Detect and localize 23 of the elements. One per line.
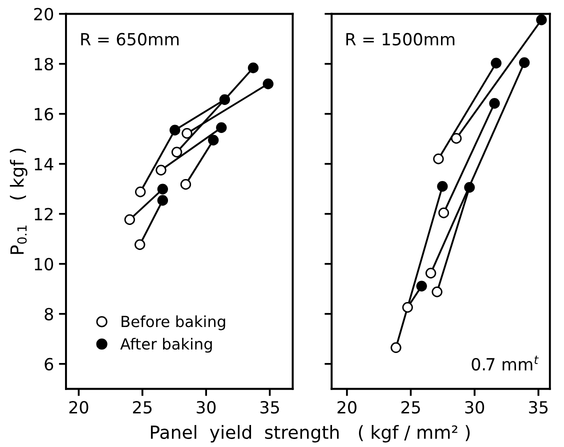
- y-tick-label: 16: [34, 108, 54, 120]
- y-tick-label: 6: [44, 358, 54, 370]
- y-tick-label: 14: [34, 158, 54, 170]
- x-tick-label: 20: [69, 400, 88, 414]
- legend-label: Before baking: [122, 315, 226, 330]
- x-tick-label: 25: [401, 400, 420, 414]
- x-axis-title: Panel yield strength ( kgf / mm² ): [150, 425, 470, 443]
- legend-label: After baking: [120, 338, 212, 353]
- x-tick-label: 35: [529, 400, 548, 414]
- y-tick-label: 10: [34, 258, 54, 270]
- y-tick-label: 20: [34, 8, 54, 20]
- text: P$_{0.1}$ ( kgf ): [10, 148, 28, 254]
- x-tick-label: 30: [196, 400, 216, 414]
- annotation: 0.7 mm$^{t}$: [472, 356, 539, 371]
- y-tick-label: 18: [34, 58, 54, 70]
- y-tick-label: 12: [34, 208, 53, 220]
- x-tick-label: 20: [338, 400, 356, 414]
- x-tick-label: 30: [465, 400, 484, 414]
- x-tick-label: 35: [260, 400, 279, 414]
- x-tick-label: 25: [133, 400, 152, 414]
- annotation: R = 1500mm: [346, 32, 454, 46]
- annotation: R = 650mm: [81, 32, 179, 46]
- y-tick-label: 8: [44, 308, 54, 320]
